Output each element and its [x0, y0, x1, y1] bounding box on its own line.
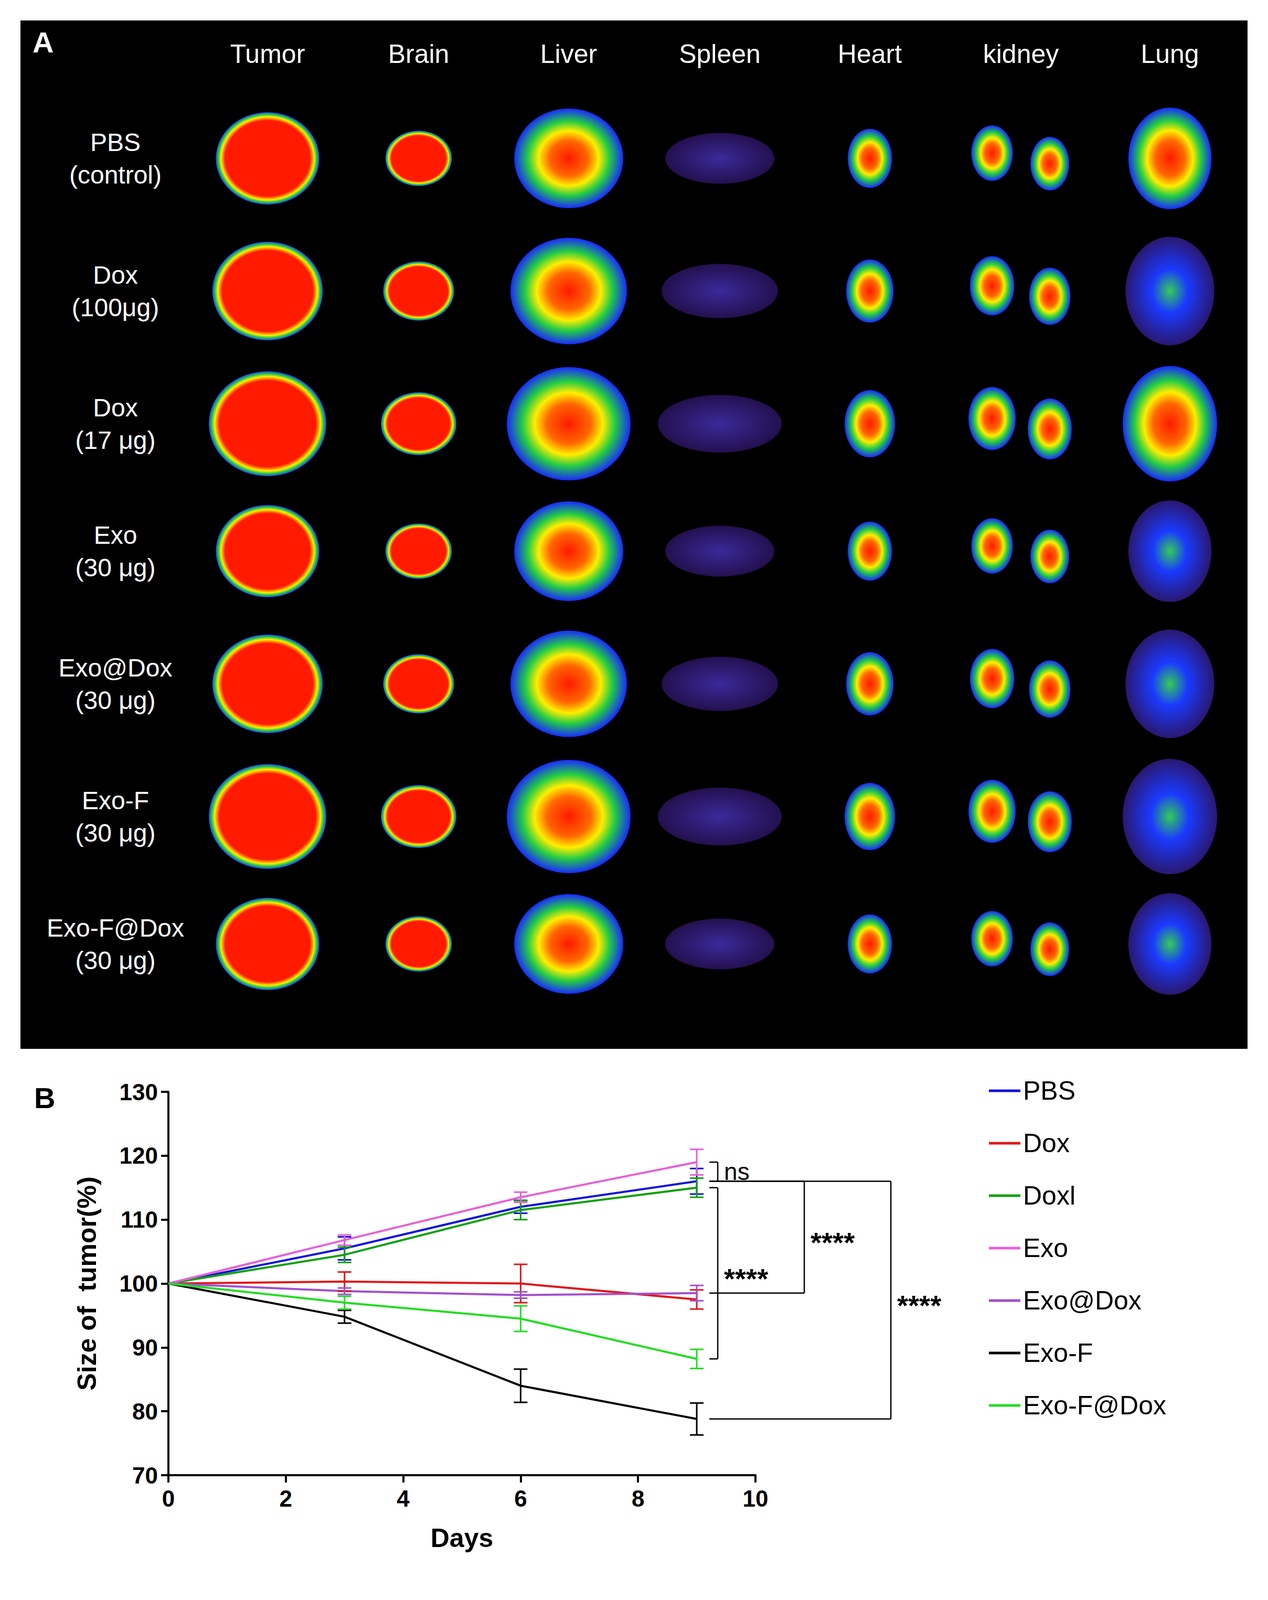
- svg-text:Size of tumor(%): Size of tumor(%): [72, 1176, 102, 1391]
- svg-text:Liver: Liver: [540, 39, 598, 69]
- svg-text:Exo-F(30 μg): Exo-F(30 μg): [75, 786, 156, 848]
- svg-text:PBS: PBS: [1023, 1076, 1076, 1106]
- svg-text:8: 8: [631, 1486, 645, 1512]
- svg-text:****: ****: [897, 1290, 942, 1322]
- svg-text:ns: ns: [724, 1158, 750, 1186]
- svg-text:0: 0: [162, 1486, 175, 1512]
- svg-text:****: ****: [723, 1263, 769, 1295]
- svg-text:Tumor: Tumor: [230, 39, 306, 69]
- svg-text:Spleen: Spleen: [678, 39, 761, 69]
- svg-text:Lung: Lung: [1140, 39, 1199, 69]
- svg-text:B: B: [34, 1081, 56, 1115]
- svg-text:Exo(30 μg): Exo(30 μg): [75, 521, 156, 582]
- svg-text:kidney: kidney: [983, 39, 1060, 69]
- svg-text:80: 80: [132, 1399, 158, 1425]
- svg-text:Exo-F@Dox(30 μg): Exo-F@Dox(30 μg): [46, 914, 185, 975]
- svg-text:Exo-F: Exo-F: [1023, 1338, 1093, 1369]
- svg-text:110: 110: [120, 1207, 158, 1233]
- svg-text:Dox(17 μg): Dox(17 μg): [75, 393, 156, 455]
- svg-text:****: ****: [810, 1227, 855, 1259]
- svg-text:6: 6: [514, 1486, 527, 1512]
- svg-text:90: 90: [132, 1335, 158, 1361]
- svg-text:Exo: Exo: [1023, 1233, 1069, 1264]
- svg-text:2: 2: [279, 1486, 293, 1512]
- svg-text:10: 10: [742, 1486, 769, 1512]
- svg-text:Dox(100μg): Dox(100μg): [71, 261, 159, 322]
- svg-text:Heart: Heart: [837, 39, 902, 69]
- svg-text:Exo@Dox: Exo@Dox: [1023, 1286, 1142, 1316]
- svg-text:Brain: Brain: [388, 39, 450, 69]
- svg-text:70: 70: [132, 1463, 158, 1489]
- svg-text:Exo-F@Dox: Exo-F@Dox: [1023, 1391, 1167, 1421]
- svg-text:Days: Days: [430, 1524, 494, 1554]
- svg-text:130: 130: [119, 1079, 158, 1106]
- svg-text:4: 4: [396, 1486, 410, 1512]
- svg-text:Exo@Dox(30 μg): Exo@Dox(30 μg): [58, 654, 173, 715]
- svg-text:100: 100: [119, 1271, 158, 1297]
- svg-text:PBS(control): PBS(control): [69, 128, 162, 189]
- svg-text:A: A: [32, 25, 54, 59]
- svg-text:120: 120: [119, 1143, 158, 1169]
- svg-text:Doxl: Doxl: [1023, 1181, 1076, 1211]
- svg-text:Dox: Dox: [1023, 1128, 1070, 1159]
